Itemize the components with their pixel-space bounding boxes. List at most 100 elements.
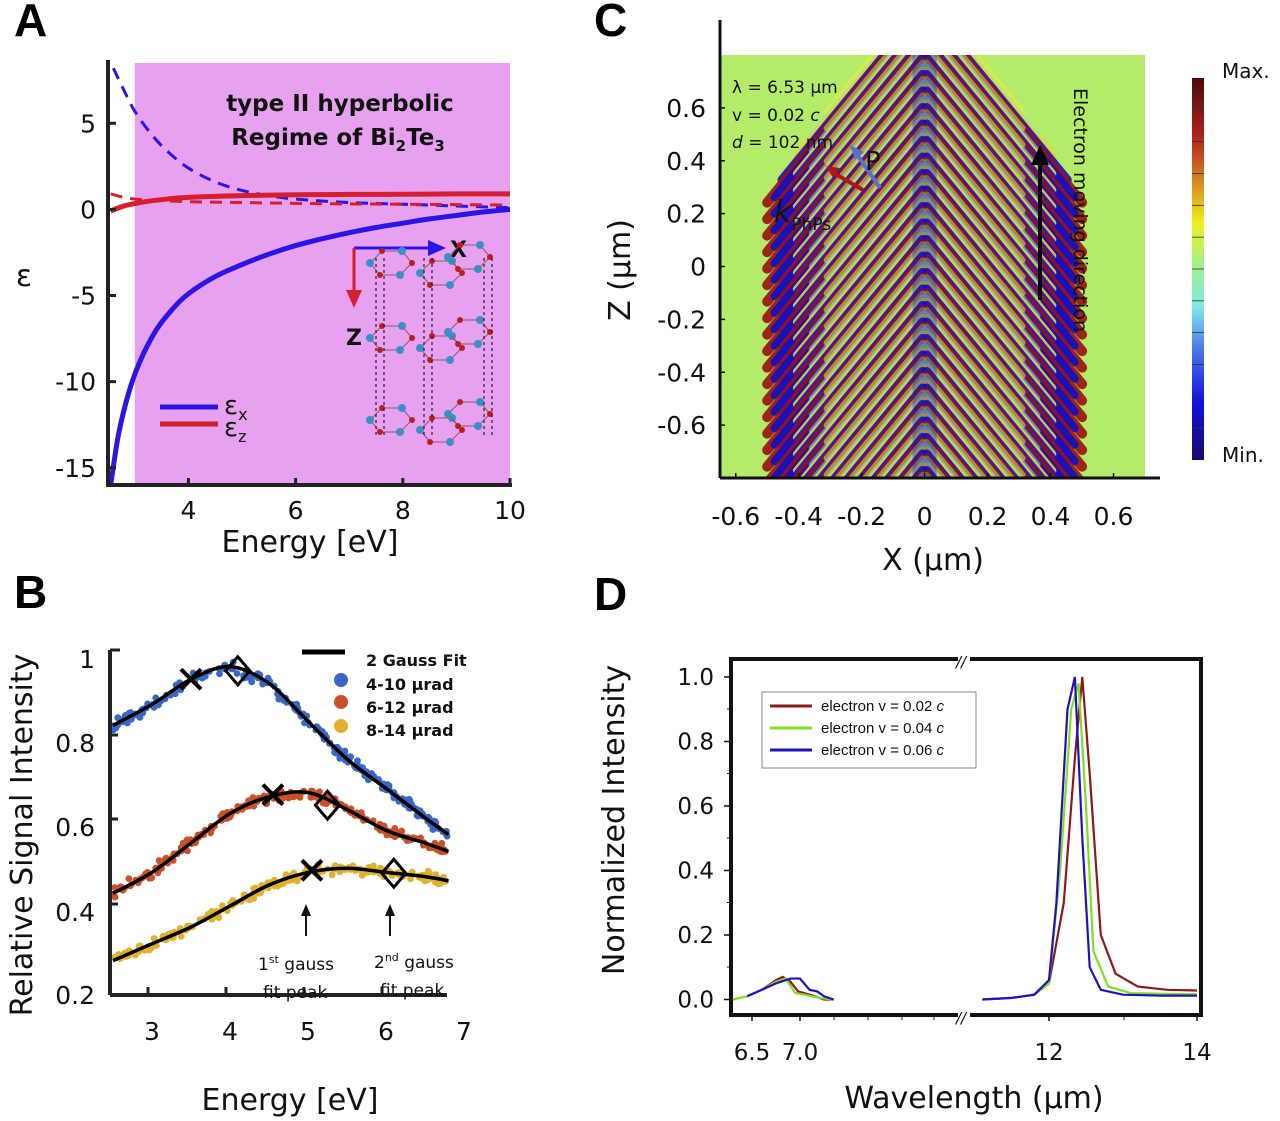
y-tick-label: 0.8 (55, 729, 95, 758)
x-tick-label: 8 (395, 496, 411, 525)
legend: εx εz (160, 391, 248, 446)
y-tick-label: 0.6 (55, 813, 95, 842)
param-wavelength: λ = 6.53 μm (732, 78, 838, 98)
crystal-structure-inset: X Z (346, 238, 493, 446)
y-tick-label: -0.2 (657, 305, 706, 334)
break-gap-top (958, 652, 970, 666)
atom (476, 241, 484, 249)
series-line-0 (108, 206, 511, 486)
panel-letter-d: D (594, 568, 627, 620)
param-distance: d = 102 nm (732, 133, 833, 153)
y-tick-label: 0.2 (677, 923, 714, 949)
scatter-point (275, 695, 283, 703)
atom (416, 269, 424, 277)
break-mark-top: // (954, 653, 968, 671)
electron-arrow-head-icon (1031, 145, 1049, 165)
spectrum-line-right (982, 676, 1197, 1001)
x-tick-label: 0.6 (1094, 502, 1134, 531)
atom (398, 404, 406, 412)
scatter-point (114, 714, 122, 722)
y-axis-label: Z (μm) (603, 219, 638, 321)
first-peak-x-marker-icon (300, 858, 324, 882)
x-tick-label: 10 (494, 496, 526, 525)
scatter-point (341, 747, 349, 755)
wake-band (827, 525, 923, 640)
first-peak-label-line1: 1st gauss (258, 953, 334, 975)
atom (416, 344, 424, 352)
scatter-point (407, 875, 414, 883)
wake-band (927, 512, 1075, 693)
electron-direction-label: Electron moving direction (1069, 88, 1091, 332)
series-line-3 (110, 192, 511, 207)
atom (476, 398, 484, 406)
wake-band (767, 508, 922, 698)
x-tick-label: 5 (300, 1017, 316, 1046)
axis-ticks: 4 6 8 10 5 0 -5 -10 -15 (55, 109, 526, 525)
z-arrow-head-icon (346, 290, 362, 308)
scatter-point (216, 670, 223, 678)
x-tick-label: -0.6 (711, 502, 760, 531)
scatter-point (429, 826, 437, 833)
scatter-point (111, 893, 119, 901)
x-axis-label: X (μm) (882, 543, 984, 578)
x-tick-label: 6 (378, 1017, 394, 1046)
atom (455, 266, 461, 272)
panel-d: D // // 1.0 0.8 0.6 0.4 0.2 0.0 6.5 7.0 12 14 Wav… (594, 568, 1212, 1116)
x-axis-label: Energy [eV] (202, 1083, 379, 1118)
atom (474, 422, 482, 430)
x-tick-label: 6 (288, 496, 304, 525)
panel-c: C -0.6 -0.4 -0.2 0 0.2 0.4 0.60.60.40.20-0.2-0… (594, 0, 1270, 698)
first-peak-label-line2: fit peak (263, 983, 327, 1003)
y-tick-label: 0.6 (677, 794, 714, 820)
x-tick-label: 6.5 (734, 1040, 771, 1066)
scatter-point (328, 871, 336, 879)
legend: electron v = 0.02 c electron v = 0.04 c … (761, 691, 977, 769)
x-axis-label: Energy [eV] (222, 525, 399, 560)
x-tick-label: 4 (222, 1017, 238, 1046)
x-tick-label: 12 (1034, 1040, 1063, 1066)
wake-band (797, 516, 923, 669)
inset-z-label: Z (346, 326, 362, 351)
scatter-point (307, 793, 315, 801)
second-peak-label-line2: fit peak (380, 981, 444, 1001)
atom (459, 345, 465, 351)
atom (444, 328, 452, 336)
y-axis-label: Relative Signal Intensity (5, 654, 40, 1017)
p-arrow (854, 151, 882, 190)
legend-label-v004: electron v = 0.04 c (821, 720, 945, 737)
wake-band (927, 525, 1023, 640)
atom (446, 438, 454, 446)
series-line-2 (109, 191, 511, 214)
atom (457, 399, 463, 405)
k-arrow-head-icon (826, 166, 840, 178)
x-tick-label: 4 (180, 496, 196, 525)
y-axis-label: ε (16, 259, 32, 294)
atom (474, 340, 482, 348)
second-peak-arrow-head-icon (385, 904, 395, 916)
wake-band (897, 449, 928, 478)
atom (429, 415, 435, 421)
x-axis-label: Wavelength (μm) (844, 1081, 1103, 1116)
p-arrow-head-icon (850, 145, 864, 160)
y-tick-label: -0.4 (657, 358, 706, 387)
atom (396, 271, 404, 279)
k-phps-label: kPhPs (774, 195, 831, 235)
atom (396, 346, 404, 354)
wake-band (927, 516, 1053, 669)
second-peak-annotation: 2nd gauss fit peak (374, 904, 454, 1001)
scatter-point (111, 884, 119, 891)
scatter-point (319, 799, 327, 807)
atom (459, 427, 465, 433)
atom (396, 428, 404, 436)
legend-label-v006: electron v = 0.06 c (821, 742, 945, 759)
y-tick-label: 0.4 (55, 898, 95, 927)
y-tick-label: 0 (690, 253, 706, 282)
x-tick-label: 3 (144, 1017, 160, 1046)
y-tick-label: -0.6 (657, 411, 706, 440)
scatter-point (432, 878, 439, 886)
second-peak-diamond-marker-icon (313, 788, 342, 822)
wake-band (812, 512, 923, 646)
atom (379, 248, 385, 254)
x-tick-label: 14 (1182, 1040, 1211, 1066)
atom (398, 322, 406, 330)
